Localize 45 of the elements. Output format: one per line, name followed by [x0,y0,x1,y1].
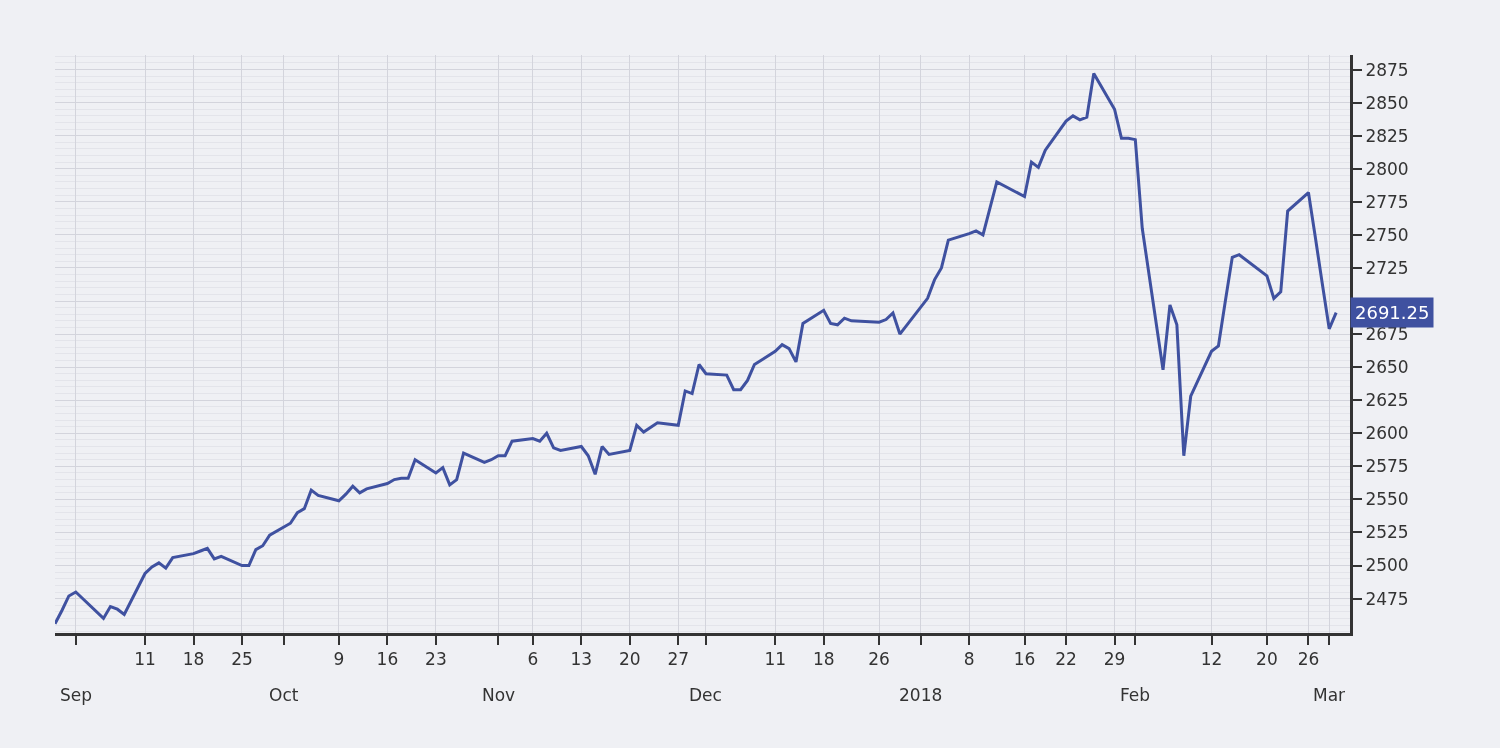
x-tick-label: 29 [1103,649,1126,670]
y-tick-label: 2725 [1365,257,1409,278]
x-tick-label: 25 [231,649,253,670]
y-tick-label: 2500 [1365,555,1409,576]
x-tick-label: 27 [667,649,690,670]
x-tick-label: 20 [1256,649,1278,670]
x-tick-label: 9 [333,649,345,670]
x2-tick-label: Oct [269,685,299,705]
x2-tick-label: Mar [1313,685,1346,705]
x-tick-label: 26 [1297,649,1320,670]
y-tick-label: 2775 [1365,191,1409,212]
y-tick-label: 2575 [1365,456,1409,477]
y-tick-label: 2850 [1365,92,1409,113]
x-tick-label: 18 [182,649,205,670]
line-series [55,72,1338,626]
x-tick-label: 16 [376,649,399,670]
x-tick-label: 13 [570,649,593,670]
y-tick-label: 2750 [1365,224,1409,245]
x-tick-label: 12 [1200,649,1223,670]
annotation: 2691.25 [1355,302,1430,323]
y-tick-label: 2625 [1365,390,1409,411]
x2-tick-label: 2018 [899,685,943,705]
x2-tick-label: Sep [60,685,93,705]
x-tick-label: 23 [425,649,447,670]
x2-tick-label: Dec [689,685,722,705]
x-tick-label: 11 [134,649,156,670]
x-tick-label: 18 [812,649,835,670]
x-tick-label: 20 [618,649,641,670]
y-tick-label: 2675 [1365,324,1409,345]
y-tick-label: 2475 [1365,588,1409,609]
y-tick-label: 2600 [1365,423,1409,444]
y-tick-label: 2875 [1365,59,1409,80]
x2-tick-label: Feb [1120,685,1151,705]
y-tick-label: 2825 [1365,125,1409,146]
x-tick-label: 16 [1013,649,1036,670]
x-tick-label: 11 [764,649,787,670]
x2-tick-label: Nov [482,685,516,705]
y-tick-label: 2525 [1365,522,1409,543]
y-tick-label: 2650 [1365,357,1409,378]
x-tick-label: 6 [527,649,539,670]
x-tick-label: 22 [1055,649,1077,670]
x-tick-label: 8 [963,649,975,670]
y-tick-label: 2800 [1365,158,1409,179]
x-tick-label: 26 [868,649,890,670]
y-tick-label: 2550 [1365,489,1409,510]
